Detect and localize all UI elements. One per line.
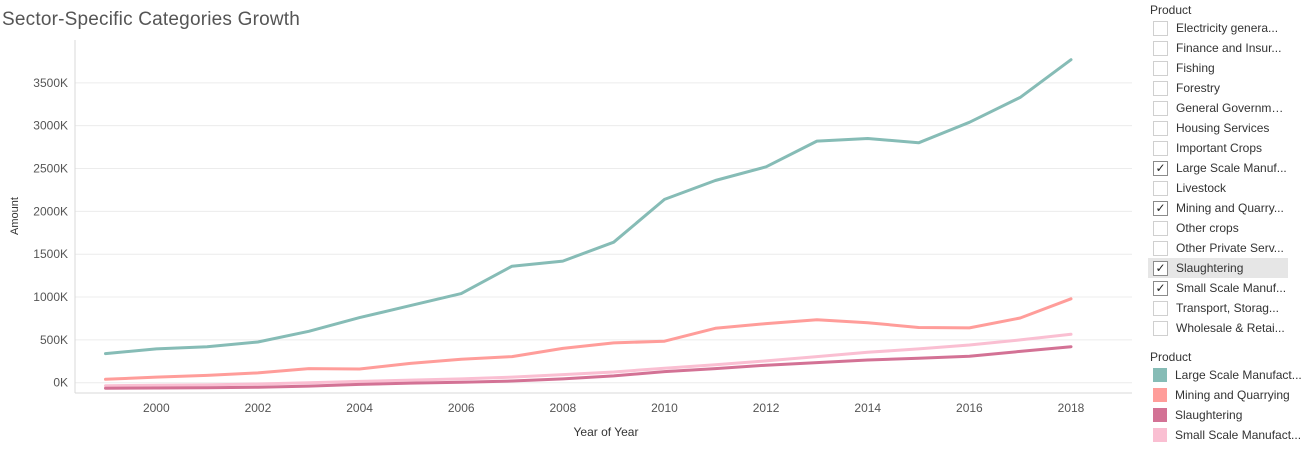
filter-item[interactable]: Livestock bbox=[1148, 178, 1288, 198]
x-tick-label: 2004 bbox=[346, 401, 373, 415]
legend-title: Product bbox=[1150, 350, 1192, 364]
color-legend: Product Large Scale Manufact... Mining an… bbox=[1148, 349, 1312, 445]
filter-item[interactable]: Other Private Serv... bbox=[1148, 238, 1288, 258]
legend-swatch bbox=[1153, 428, 1167, 442]
y-tick-label: 3000K bbox=[33, 119, 68, 133]
x-tick-label: 2002 bbox=[245, 401, 272, 415]
checkbox-unchecked-icon[interactable] bbox=[1153, 300, 1168, 316]
checkbox-unchecked-icon[interactable] bbox=[1153, 220, 1168, 236]
filter-item-label: Forestry bbox=[1176, 81, 1221, 95]
filter-item[interactable]: ✓ Large Scale Manuf... bbox=[1148, 158, 1288, 178]
x-tick-label: 2016 bbox=[956, 401, 983, 415]
checkbox-unchecked-icon[interactable] bbox=[1153, 20, 1168, 36]
series-line bbox=[104, 332, 1073, 388]
x-tick-label: 2014 bbox=[854, 401, 881, 415]
filter-item-label: Electricity genera... bbox=[1176, 21, 1279, 35]
legend-list: Large Scale Manufact... Mining and Quarry… bbox=[1148, 365, 1312, 445]
legend-swatch bbox=[1153, 408, 1167, 422]
filter-item-label: General Governme... bbox=[1176, 101, 1288, 115]
filter-item-label: Other Private Serv... bbox=[1176, 241, 1284, 255]
filter-item[interactable]: Electricity genera... bbox=[1148, 18, 1288, 38]
filter-item[interactable]: ✓ Mining and Quarry... bbox=[1148, 198, 1288, 218]
legend-item[interactable]: Mining and Quarrying bbox=[1148, 385, 1312, 405]
series-line bbox=[104, 345, 1073, 390]
gridlines bbox=[75, 82, 1132, 384]
series-line bbox=[104, 297, 1073, 381]
filter-item-label: Transport, Storag... bbox=[1176, 301, 1279, 315]
legend-item-label: Mining and Quarrying bbox=[1175, 388, 1290, 402]
y-tick-label: 3500K bbox=[33, 76, 68, 90]
checkbox-unchecked-icon[interactable] bbox=[1153, 100, 1168, 116]
filter-item-label: Housing Services bbox=[1176, 121, 1270, 135]
legend-swatch bbox=[1153, 368, 1167, 382]
x-tick-label: 2000 bbox=[143, 401, 170, 415]
filter-item[interactable]: Forestry bbox=[1148, 78, 1288, 98]
filter-item[interactable]: Wholesale & Retai... bbox=[1148, 318, 1288, 338]
y-tick-label: 1500K bbox=[33, 247, 68, 261]
filter-item-label: Important Crops bbox=[1176, 141, 1263, 155]
y-axis: 0K 500K 1000K 1500K 2000K 2500K 3000K 3500K bbox=[33, 40, 76, 393]
checkbox-checked-icon[interactable]: ✓ bbox=[1153, 200, 1168, 216]
x-tick-label: 2012 bbox=[753, 401, 780, 415]
series-lines bbox=[104, 58, 1073, 390]
line-chart: 0K 500K 1000K 1500K 2000K 2500K 3000K 3500K 200… bbox=[9, 40, 1132, 439]
checkbox-checked-icon[interactable]: ✓ bbox=[1153, 280, 1168, 296]
x-tick-label: 2010 bbox=[651, 401, 678, 415]
x-tick-label: 2006 bbox=[448, 401, 475, 415]
checkbox-unchecked-icon[interactable] bbox=[1153, 40, 1168, 56]
chart-title: Sector-Specific Categories Growth bbox=[2, 9, 301, 30]
filter-item-label: Finance and Insur... bbox=[1176, 41, 1282, 55]
y-tick-label: 0K bbox=[53, 376, 68, 390]
checkbox-unchecked-icon[interactable] bbox=[1153, 180, 1168, 196]
filter-item[interactable]: ✓ Slaughtering bbox=[1148, 258, 1288, 278]
filter-title: Product bbox=[1150, 3, 1192, 17]
filter-item-label: Small Scale Manuf... bbox=[1176, 281, 1287, 295]
checkbox-unchecked-icon[interactable] bbox=[1153, 120, 1168, 136]
legend-item[interactable]: Small Scale Manufact... bbox=[1148, 425, 1312, 445]
checkbox-unchecked-icon[interactable] bbox=[1153, 320, 1168, 336]
checkbox-unchecked-icon[interactable] bbox=[1153, 140, 1168, 156]
y-tick-label: 2000K bbox=[33, 204, 68, 218]
checkbox-unchecked-icon[interactable] bbox=[1153, 60, 1168, 76]
x-tick-label: 2018 bbox=[1058, 401, 1085, 415]
x-tick-label: 2008 bbox=[549, 401, 576, 415]
filter-item[interactable]: Important Crops bbox=[1148, 138, 1288, 158]
series-line bbox=[104, 58, 1073, 356]
legend-item-label: Slaughtering bbox=[1175, 408, 1243, 422]
filter-item-label: Mining and Quarry... bbox=[1176, 201, 1284, 215]
legend-item-label: Large Scale Manufact... bbox=[1175, 368, 1302, 382]
checkbox-checked-icon[interactable]: ✓ bbox=[1153, 260, 1168, 276]
y-tick-label: 500K bbox=[40, 333, 68, 347]
checkbox-unchecked-icon[interactable] bbox=[1153, 240, 1168, 256]
filter-item[interactable]: General Governme... bbox=[1148, 98, 1288, 118]
y-tick-label: 1000K bbox=[33, 290, 68, 304]
filter-item[interactable]: Fishing bbox=[1148, 58, 1288, 78]
legend-swatch bbox=[1153, 388, 1167, 402]
checkbox-unchecked-icon[interactable] bbox=[1153, 80, 1168, 96]
legend-item[interactable]: Slaughtering bbox=[1148, 405, 1312, 425]
legend-item-label: Small Scale Manufact... bbox=[1175, 428, 1302, 442]
filter-item-label: Other crops bbox=[1176, 221, 1239, 235]
filter-item-label: Slaughtering bbox=[1176, 261, 1244, 275]
y-axis-label: Amount bbox=[9, 197, 21, 235]
product-filter: Product Electricity genera... Finance and… bbox=[1148, 2, 1312, 338]
filter-list: Electricity genera... Finance and Insur..… bbox=[1148, 18, 1312, 338]
y-tick-label: 2500K bbox=[33, 162, 68, 176]
filter-item[interactable]: Other crops bbox=[1148, 218, 1288, 238]
x-axis: 2000 2002 2004 2006 2008 2010 2012 2014 2016 2018 bbox=[75, 392, 1132, 415]
filter-item-label: Fishing bbox=[1176, 61, 1215, 75]
checkbox-checked-icon[interactable]: ✓ bbox=[1153, 160, 1168, 176]
filter-item[interactable]: Transport, Storag... bbox=[1148, 298, 1288, 318]
x-axis-label: Year of Year bbox=[574, 425, 639, 439]
filter-item[interactable]: Housing Services bbox=[1148, 118, 1288, 138]
filter-item[interactable]: Finance and Insur... bbox=[1148, 38, 1288, 58]
filter-item-label: Livestock bbox=[1176, 181, 1227, 195]
filter-item-label: Wholesale & Retai... bbox=[1176, 321, 1285, 335]
legend-item[interactable]: Large Scale Manufact... bbox=[1148, 365, 1312, 385]
filter-item[interactable]: ✓ Small Scale Manuf... bbox=[1148, 278, 1288, 298]
filter-item-label: Large Scale Manuf... bbox=[1176, 161, 1287, 175]
